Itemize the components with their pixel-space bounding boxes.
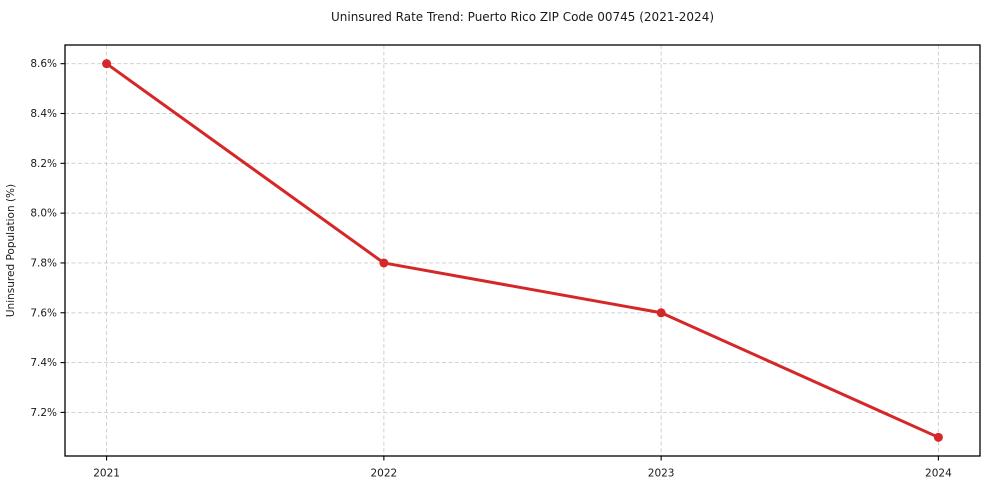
data-point bbox=[379, 258, 389, 268]
y-axis-title: Uninsured Population (%) bbox=[5, 184, 17, 317]
data-point bbox=[656, 308, 666, 318]
x-tick-label: 2024 bbox=[925, 468, 952, 480]
x-tick-label: 2022 bbox=[370, 468, 397, 480]
trend-line bbox=[105, 62, 940, 439]
y-tick-label: 7.4% bbox=[30, 357, 57, 369]
chart-title: Uninsured Rate Trend: Puerto Rico ZIP Co… bbox=[331, 10, 714, 24]
axis-layer: 7.2% 7.4% 7.6% 7.8% 8.0% 8.2% 8.4% 8.6% 2021 2022… bbox=[30, 44, 981, 480]
y-tick-label: 8.0% bbox=[30, 208, 57, 220]
x-tick-label: 2021 bbox=[93, 468, 120, 480]
y-tick-label: 7.8% bbox=[30, 257, 57, 269]
y-tick-label: 7.2% bbox=[30, 407, 57, 419]
y-tick-label: 8.6% bbox=[30, 58, 57, 70]
y-tick-label: 8.4% bbox=[30, 108, 57, 120]
data-point bbox=[102, 59, 112, 69]
data-point bbox=[933, 432, 943, 442]
y-tick-label: 8.2% bbox=[30, 158, 57, 170]
series-layer bbox=[102, 59, 943, 442]
plot-frame bbox=[64, 44, 981, 457]
x-tick-label: 2023 bbox=[648, 468, 675, 480]
grid-layer bbox=[65, 45, 980, 456]
y-tick-label: 7.6% bbox=[30, 307, 57, 319]
